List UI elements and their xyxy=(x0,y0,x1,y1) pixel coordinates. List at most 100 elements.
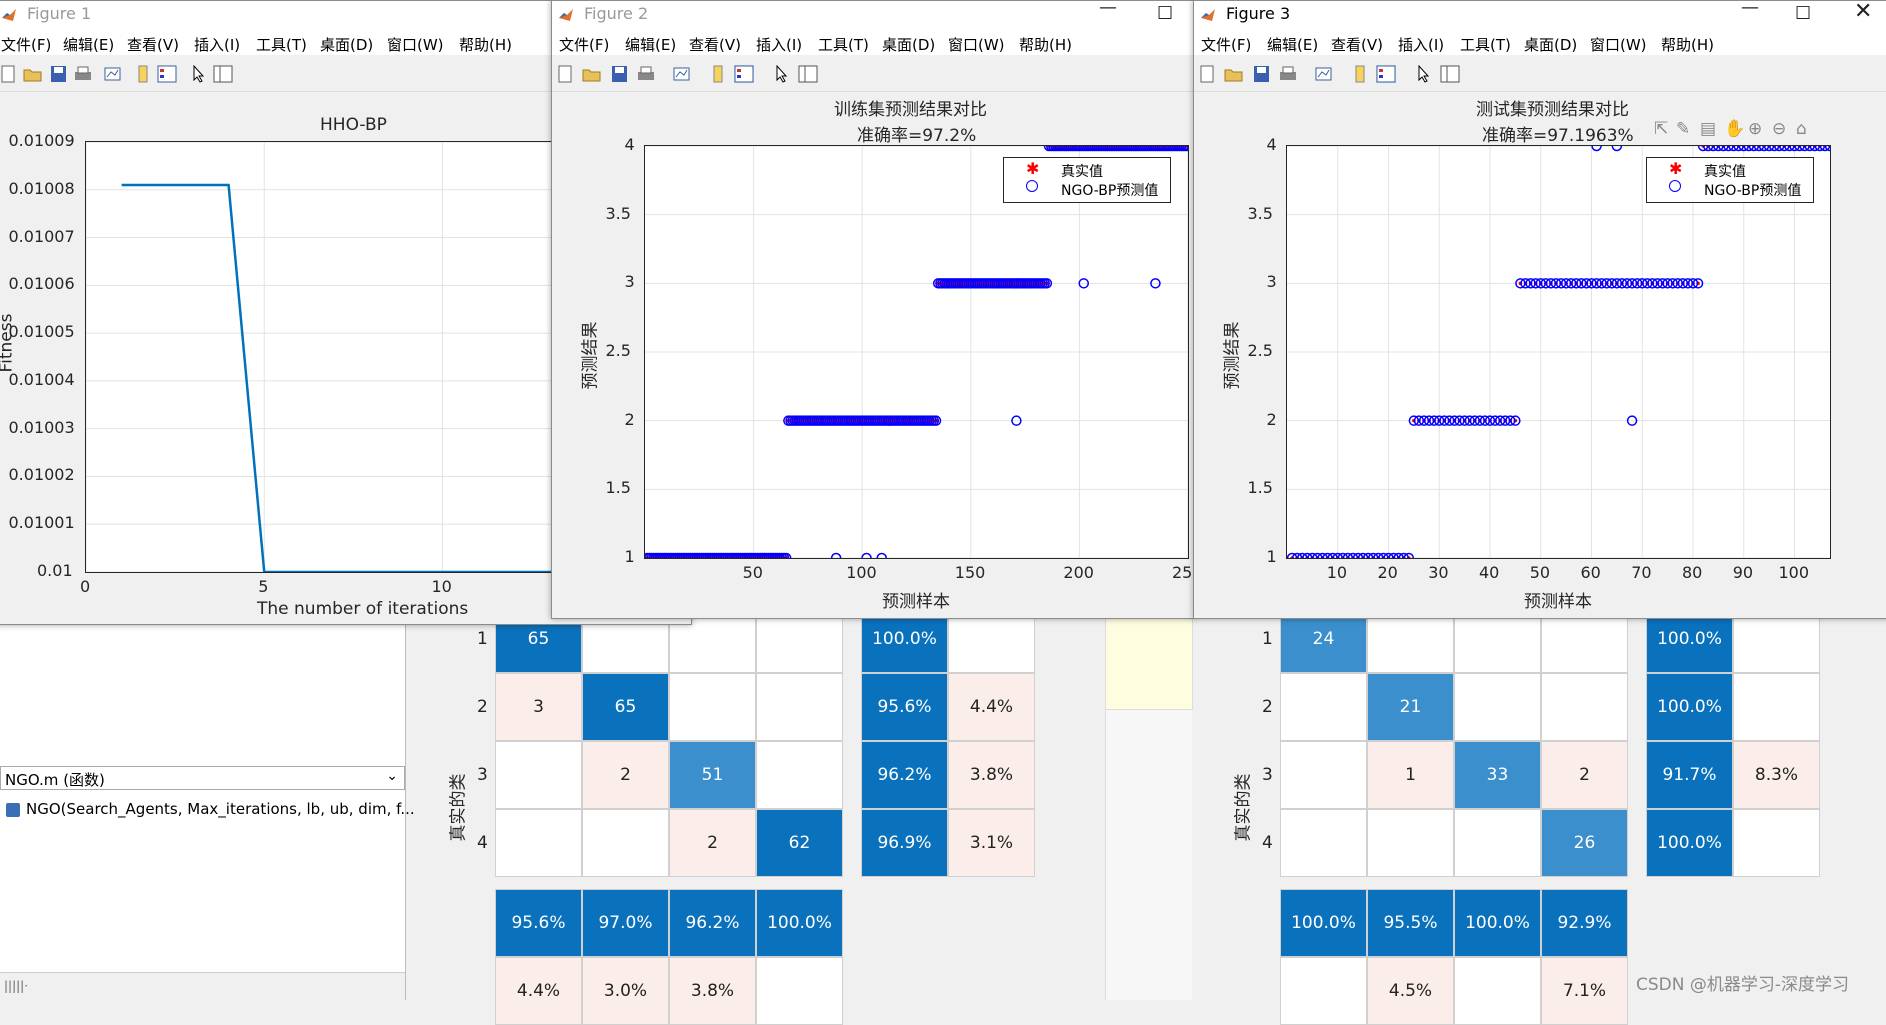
predicted-point xyxy=(1352,552,1364,558)
predicted-outlier-point xyxy=(861,552,872,558)
csdn-watermark: CSDN @机器学习-深度学习 xyxy=(1636,975,1850,995)
zoom-in-icon[interactable]: ⊕ xyxy=(1748,119,1763,139)
menu-desktop[interactable]: 桌面(D) xyxy=(1524,36,1578,54)
zoom-out-icon[interactable]: ⊖ xyxy=(1772,119,1787,139)
open-file-icon[interactable] xyxy=(1224,65,1244,83)
confusion-cell xyxy=(1454,673,1541,741)
confusion-matrix-test: 真实的类 1 24 100.0% 2 21 100.0% 3 1 33 2 91.7% 8.3% 4 26… xyxy=(1234,605,1855,1025)
menu-help[interactable]: 帮助(H) xyxy=(1661,36,1714,54)
minimize-icon[interactable]: — xyxy=(1099,0,1117,18)
x-tick-label: 5 xyxy=(258,577,269,596)
menu-insert[interactable]: 插入(I) xyxy=(1398,36,1445,54)
legend-icon[interactable] xyxy=(1376,65,1396,83)
print-icon[interactable] xyxy=(636,65,656,83)
datatip-icon[interactable]: ▤ xyxy=(1700,119,1717,139)
pointer-icon[interactable] xyxy=(1414,64,1434,83)
colorbar-icon[interactable] xyxy=(133,65,153,83)
column-error-cell: 3.0% xyxy=(582,957,669,1025)
row-label: 1 xyxy=(477,629,488,649)
save-icon[interactable] xyxy=(49,65,69,83)
menu-tools[interactable]: 工具(T) xyxy=(1460,36,1511,54)
row-summary-cell: 100.0% xyxy=(1646,673,1733,741)
menu-tools[interactable]: 工具(T) xyxy=(256,36,307,54)
row-summary-cell: 96.2% xyxy=(861,741,948,809)
menu-file[interactable]: 文件(F) xyxy=(559,36,610,54)
colorbar-icon[interactable] xyxy=(1350,65,1370,83)
export-icon[interactable]: ⇱ xyxy=(1654,119,1669,139)
minimize-icon[interactable]: — xyxy=(1741,0,1759,18)
predicted-point xyxy=(1647,278,1658,289)
menu-window[interactable]: 窗口(W) xyxy=(387,36,444,54)
legend-icon[interactable] xyxy=(734,65,754,83)
property-editor-icon[interactable] xyxy=(1440,65,1460,83)
print-icon[interactable] xyxy=(1278,65,1298,83)
property-editor-icon[interactable] xyxy=(213,65,233,83)
predicted-point xyxy=(1464,415,1475,426)
new-figure-icon[interactable] xyxy=(556,65,576,83)
confusion-cell xyxy=(756,741,843,809)
legend-icon[interactable] xyxy=(157,65,177,83)
link-plot-icon[interactable] xyxy=(1314,65,1334,83)
menu-edit[interactable]: 编辑(E) xyxy=(1267,36,1319,54)
brush-icon[interactable]: ✎ xyxy=(1676,119,1691,139)
x-tick-label: 80 xyxy=(1681,563,1703,582)
open-file-icon[interactable] xyxy=(582,65,602,83)
menu-tools[interactable]: 工具(T) xyxy=(818,36,869,54)
y-tick-label: 2 xyxy=(624,409,635,429)
colorbar-icon[interactable] xyxy=(708,65,728,83)
link-plot-icon[interactable] xyxy=(672,65,692,83)
y-tick-label: 0.01006 xyxy=(8,274,75,294)
new-figure-icon[interactable] xyxy=(0,65,19,83)
predicted-point xyxy=(1388,552,1399,558)
menu-desktop[interactable]: 桌面(D) xyxy=(320,36,374,54)
menu-help[interactable]: 帮助(H) xyxy=(459,36,512,54)
menu-help[interactable]: 帮助(H) xyxy=(1019,36,1072,54)
save-icon[interactable] xyxy=(610,65,630,83)
maximize-icon[interactable]: ☐ xyxy=(1795,3,1812,24)
predicted-point xyxy=(1403,552,1415,558)
pointer-icon[interactable] xyxy=(772,64,792,83)
row-summary-cell xyxy=(1733,673,1820,741)
save-icon[interactable] xyxy=(1252,65,1272,83)
predicted-point xyxy=(1682,278,1694,289)
link-plot-icon[interactable] xyxy=(103,65,123,83)
pan-hand-icon[interactable]: ✋ xyxy=(1724,119,1746,139)
predicted-point xyxy=(1814,146,1826,152)
menu-view[interactable]: 查看(V) xyxy=(1331,36,1383,54)
menu-view[interactable]: 查看(V) xyxy=(689,36,741,54)
print-icon[interactable] xyxy=(73,65,93,83)
menu-insert[interactable]: 插入(I) xyxy=(194,36,241,54)
menu-file[interactable]: 文件(F) xyxy=(1,36,52,54)
row-summary-cell xyxy=(1733,809,1820,877)
menu-window[interactable]: 窗口(W) xyxy=(1590,36,1647,54)
menu-edit[interactable]: 编辑(E) xyxy=(625,36,677,54)
pointer-icon[interactable] xyxy=(189,64,209,83)
open-file-icon[interactable] xyxy=(23,65,43,83)
predicted-point xyxy=(1601,278,1612,289)
figure2-titlebar[interactable]: Figure 2 — ☐ xyxy=(552,1,1194,29)
close-icon[interactable]: ✕ xyxy=(1854,0,1873,24)
figure3-titlebar[interactable]: Figure 3 — ☐ ✕ xyxy=(1194,1,1886,29)
menu-view[interactable]: 查看(V) xyxy=(127,36,179,54)
function-select[interactable]: NGO.m (函数) ⌄ xyxy=(0,766,405,790)
menu-desktop[interactable]: 桌面(D) xyxy=(882,36,936,54)
figure3-legend[interactable]: ✱ 真实值 NGO-BP预测值 xyxy=(1646,157,1814,203)
predicted-point xyxy=(1322,552,1333,558)
figure2-scatter-chart xyxy=(645,146,1188,558)
x-tick-label: 30 xyxy=(1428,563,1449,582)
new-figure-icon[interactable] xyxy=(1198,65,1218,83)
figure3-window[interactable]: Figure 3 — ☐ ✕ 文件(F) 编辑(E) 查看(V) 插入(I) 工… xyxy=(1193,0,1886,619)
menu-window[interactable]: 窗口(W) xyxy=(948,36,1005,54)
maximize-icon[interactable]: ☐ xyxy=(1157,3,1174,24)
menu-file[interactable]: 文件(F) xyxy=(1201,36,1252,54)
home-icon[interactable]: ⌂ xyxy=(1796,119,1807,139)
menu-insert[interactable]: 插入(I) xyxy=(756,36,803,54)
figure2-legend[interactable]: ✱ 真实值 NGO-BP预测值 xyxy=(1003,157,1171,203)
predicted-point xyxy=(1560,278,1572,289)
menu-edit[interactable]: 编辑(E) xyxy=(63,36,115,54)
function-list-item[interactable]: NGO(Search_Agents, Max_iterations, lb, u… xyxy=(6,800,415,822)
editor-status-bar: |||||· xyxy=(0,972,405,1001)
property-editor-icon[interactable] xyxy=(798,65,818,83)
figure2-window[interactable]: Figure 2 — ☐ 文件(F) 编辑(E) 查看(V) 插入(I) 工具(… xyxy=(551,0,1195,619)
x-tick-label: 20 xyxy=(1377,563,1398,582)
